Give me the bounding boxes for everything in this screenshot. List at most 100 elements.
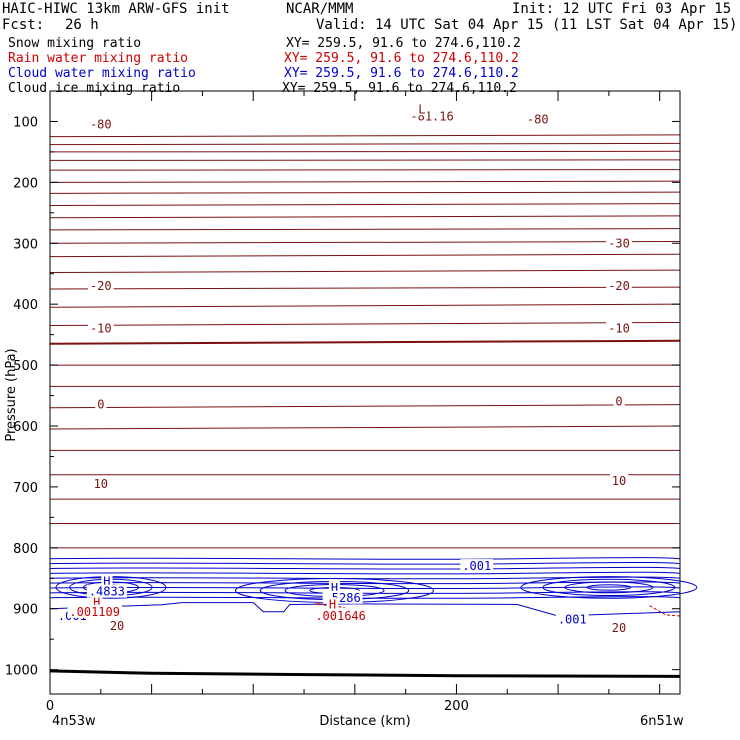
legend-cloud-water-xy: XY= 259.5, 91.6 to 274.6,110.2 <box>284 66 519 81</box>
y-tick-label-700: 700 <box>13 481 38 496</box>
temp-label-11-bg <box>609 473 629 487</box>
fcst-label: Fcst: <box>2 17 45 33</box>
y-tick-label-300: 300 <box>13 237 38 252</box>
terrain-line <box>49 669 681 678</box>
temp-contour--15 <box>49 286 681 290</box>
legend-cloud-ice-xy: XY= 259.5, 91.6 to 274.6,110.2 <box>282 81 517 96</box>
temp-label-5: -20 <box>608 279 630 293</box>
extremum-label-5-bg <box>328 581 341 595</box>
temp-contour--65 <box>49 159 681 161</box>
cloud-boundary <box>49 602 681 617</box>
y-tick-label-1000: 1000 <box>5 664 38 679</box>
legend-snow-name: Snow mixing ratio <box>8 36 142 51</box>
x-tick-label-200: 200 <box>444 699 469 714</box>
cloud-contour-5 <box>49 576 681 580</box>
extremum-label-2: .4833 <box>89 585 125 599</box>
y-tick-label-100: 100 <box>13 115 38 130</box>
valid-time: Valid: 14 UTC Sat 04 Apr 15 (11 LST Sat … <box>316 17 738 33</box>
temp-label-6: -10 <box>90 322 112 336</box>
cloud-contour-4 <box>49 571 681 575</box>
temp-contour-20 <box>49 425 681 430</box>
extremum-label-7-bg <box>326 597 339 611</box>
temp-contour--40 <box>49 215 681 219</box>
model-title: HAIC-HIWC 13km ARW-GFS init <box>2 1 230 17</box>
y-axis-label: Pressure (hPa) <box>4 348 19 441</box>
temp-label-13: 20 <box>612 621 626 635</box>
temp-label-10: 10 <box>94 477 108 491</box>
y-tick-label-500: 500 <box>13 359 38 374</box>
temp-contour--5 <box>49 321 681 326</box>
temp-label-3-bg <box>606 236 632 250</box>
temp-label-7-bg <box>606 321 632 335</box>
temp-contour--80 <box>49 134 681 138</box>
temp-label-4-bg <box>88 278 114 292</box>
extremum-label-0-bg <box>416 102 428 116</box>
y-tick-label-800: 800 <box>13 542 38 557</box>
cloud-contour-7 <box>49 586 681 590</box>
extremum-label-2-bg <box>86 584 127 598</box>
extremum-label-7: H <box>329 597 336 611</box>
temp-label-7: -10 <box>608 322 630 336</box>
legend-snow-xy: XY= 259.5, 91.6 to 274.6,110.2 <box>286 36 521 51</box>
right-endpoint-label: 6n51w <box>640 714 684 729</box>
temp-label-9-bg <box>613 394 625 408</box>
temp-label-12-bg <box>107 618 127 632</box>
extremum-label-3: H <box>93 596 100 610</box>
left-endpoint-label: 4n53w <box>52 714 96 729</box>
legend-rain-xy: XY= 259.5, 91.6 to 274.6,110.2 <box>284 51 519 66</box>
y-tick-label-900: 900 <box>13 603 38 618</box>
extremum-label-4-bg <box>67 604 122 618</box>
y-tick-label-600: 600 <box>13 420 38 435</box>
temp-contour--60 <box>49 169 681 171</box>
temp-label-9: 0 <box>615 395 622 409</box>
extremum-label-8: .001646 <box>315 609 366 623</box>
temp-contour--50 <box>49 191 681 194</box>
cloud-label-0: .001 <box>462 559 491 573</box>
temp-contour--20 <box>49 269 681 274</box>
extremum-label-3-bg <box>91 595 103 609</box>
fcst-value: 26 h <box>65 17 99 33</box>
cloud-label-1: .001 <box>558 613 587 627</box>
x-tick-label-0: 0 <box>46 699 54 714</box>
org-label: NCAR/MMM <box>286 1 354 17</box>
temp-label-1-bg <box>524 112 551 126</box>
cloud-water-contours <box>49 557 698 617</box>
extremum-label-4: .001109 <box>69 605 120 619</box>
temp-label-5-bg <box>606 278 632 292</box>
extremum-label-0: L <box>418 102 425 116</box>
temp-label-4: -20 <box>90 279 112 293</box>
y-tick-label-200: 200 <box>13 176 38 191</box>
cloud-contour-1 <box>49 557 681 560</box>
temp-label-11: 10 <box>612 474 626 488</box>
temp-label-3: -30 <box>608 236 630 250</box>
cloud-contour-2 <box>49 562 681 565</box>
temp-label-6-bg <box>88 321 114 335</box>
temp-label-12: 20 <box>110 619 124 633</box>
temp-contour--45 <box>49 203 681 207</box>
temp-contour--30 <box>49 240 681 244</box>
temp-label-10-bg <box>91 476 111 490</box>
rain-contour-2 <box>649 605 681 617</box>
y-tick-label-400: 400 <box>13 298 38 313</box>
cloud-cell-3-ring-4 <box>520 576 698 599</box>
plot-frame <box>49 90 681 695</box>
temp-label-8: 0 <box>97 398 104 412</box>
temp-label-1: -80 <box>527 113 549 127</box>
temp-contour-0 <box>49 339 681 345</box>
extremum-label-1: H <box>103 574 110 588</box>
temp-label-8-bg <box>95 397 107 411</box>
cloud-contour-3 <box>49 566 681 570</box>
cloud-cell-3-ring-1 <box>586 584 632 591</box>
temp-contour--75 <box>49 142 681 146</box>
temp-label-13-bg <box>609 621 629 635</box>
legend-cloud-water-name: Cloud water mixing ratio <box>8 66 196 81</box>
temp-contour--25 <box>49 253 681 258</box>
cloud-contour-8 <box>49 591 681 594</box>
extremum-label-8-bg <box>313 609 368 623</box>
temp-contour--70 <box>49 150 681 153</box>
temp-contour-15 <box>49 404 681 409</box>
temp-label-0-bg <box>88 117 114 131</box>
extremum-label-1-bg <box>101 574 113 588</box>
